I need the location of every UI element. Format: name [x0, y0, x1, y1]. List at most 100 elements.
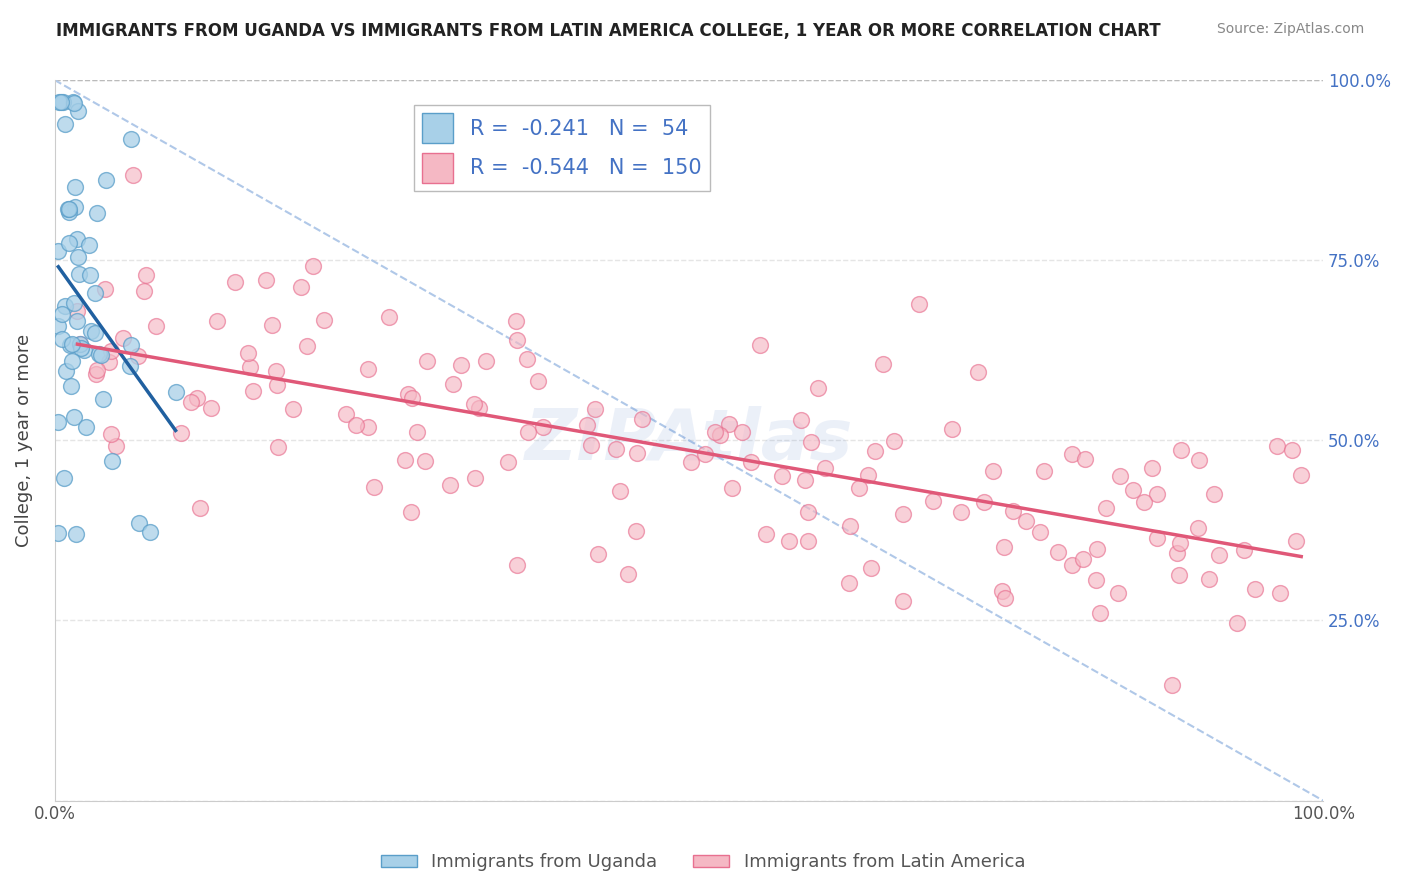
Point [531, 419, 554, 434]
Point [1289, 468, 1312, 483]
Point [586, 547, 609, 561]
Point [84, 285, 107, 300]
Point [46, 244, 69, 258]
Point [1285, 534, 1308, 549]
Point [439, 478, 461, 492]
Point [66, 250, 89, 264]
Point [65, 314, 87, 328]
Legend: R =  -0.241   N =  54, R =  -0.544   N =  150: R = -0.241 N = 54, R = -0.544 N = 150 [413, 104, 710, 191]
Point [681, 455, 703, 469]
Point [65, 527, 87, 541]
Point [51, 307, 73, 321]
Point [111, 331, 134, 345]
Point [346, 418, 368, 433]
Point [1204, 486, 1226, 500]
Point [120, 132, 142, 146]
Point [1187, 521, 1209, 535]
Point [1281, 442, 1303, 457]
Point [1226, 616, 1249, 631]
Point [721, 481, 744, 495]
Point [496, 454, 519, 468]
Point [79, 268, 101, 282]
Point [848, 481, 870, 495]
Point [356, 420, 378, 434]
Point [631, 412, 654, 426]
Point [1146, 487, 1168, 501]
Point [1060, 447, 1083, 461]
Point [1074, 452, 1097, 467]
Point [135, 268, 157, 282]
Point [838, 576, 860, 591]
Point [188, 501, 211, 516]
Point [63, 296, 86, 310]
Point [1095, 501, 1118, 516]
Point [290, 279, 312, 293]
Point [463, 397, 485, 411]
Point [301, 260, 323, 274]
Point [1015, 514, 1038, 528]
Point [120, 338, 142, 352]
Point [394, 453, 416, 467]
Point [1028, 524, 1050, 539]
Point [62, 95, 84, 109]
Point [624, 524, 647, 539]
Point [266, 378, 288, 392]
Point [60, 354, 83, 368]
Point [872, 357, 894, 371]
Point [413, 454, 436, 468]
Point [242, 384, 264, 398]
Point [755, 527, 778, 541]
Point [267, 440, 290, 454]
Point [55, 363, 77, 377]
Point [69, 337, 91, 351]
Text: ZIPAtlas: ZIPAtlas [524, 406, 853, 475]
Point [1188, 452, 1211, 467]
Point [838, 519, 860, 533]
Point [1167, 567, 1189, 582]
Point [579, 438, 602, 452]
Point [90, 348, 112, 362]
Point [53, 299, 76, 313]
Point [718, 417, 741, 431]
Point [62, 409, 84, 424]
Point [806, 381, 828, 395]
Point [991, 584, 1014, 599]
Point [132, 284, 155, 298]
Point [105, 440, 128, 454]
Point [87, 347, 110, 361]
Point [295, 338, 318, 352]
Point [1146, 531, 1168, 545]
Point [516, 352, 538, 367]
Point [66, 103, 89, 118]
Text: IMMIGRANTS FROM UGANDA VS IMMIGRANTS FROM LATIN AMERICA COLLEGE, 1 YEAR OR MORE : IMMIGRANTS FROM UGANDA VS IMMIGRANTS FRO… [56, 22, 1161, 40]
Point [1133, 495, 1156, 509]
Point [84, 367, 107, 381]
Point [60, 379, 83, 393]
Point [800, 435, 823, 450]
Point [60, 337, 83, 351]
Point [363, 480, 385, 494]
Point [865, 443, 887, 458]
Point [1046, 545, 1069, 559]
Point [127, 349, 149, 363]
Point [224, 275, 246, 289]
Point [1107, 586, 1129, 600]
Point [993, 540, 1015, 554]
Point [856, 468, 879, 483]
Point [941, 422, 963, 436]
Point [254, 273, 277, 287]
Point [75, 419, 97, 434]
Point [69, 337, 91, 351]
Point [128, 516, 150, 531]
Point [626, 446, 648, 460]
Point [981, 464, 1004, 478]
Point [1140, 461, 1163, 475]
Point [67, 267, 90, 281]
Point [96, 173, 118, 187]
Point [1032, 464, 1054, 478]
Point [709, 427, 731, 442]
Point [1060, 558, 1083, 573]
Point [1122, 483, 1144, 497]
Point [281, 401, 304, 416]
Point [46, 318, 69, 333]
